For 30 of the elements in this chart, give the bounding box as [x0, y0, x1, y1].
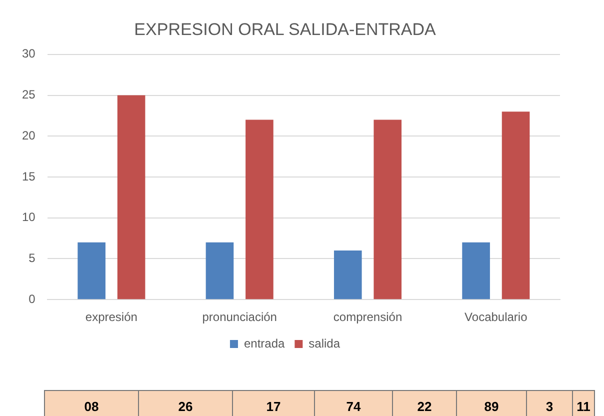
x-tick-label: pronunciación: [202, 310, 277, 324]
chart-title: EXPRESION ORAL SALIDA-ENTRADA: [134, 20, 436, 39]
bar: [462, 242, 490, 300]
bar: [206, 242, 234, 300]
x-tick-label: expresión: [85, 310, 138, 324]
y-tick-label: 25: [22, 88, 36, 102]
x-tick-label: comprensión: [333, 310, 402, 324]
bar: [117, 95, 146, 300]
text: 11: [573, 391, 595, 416]
x-tick-label: Vocabulario: [464, 310, 528, 324]
y-tick-label: 5: [28, 251, 36, 266]
text: 17: [233, 391, 315, 416]
text: 74: [315, 391, 393, 416]
text: 22: [393, 391, 457, 416]
y-tick-label: 30: [22, 46, 36, 61]
bar: [78, 242, 106, 300]
bar: [334, 250, 362, 300]
bar: [374, 120, 402, 300]
text: 26: [139, 391, 233, 416]
y-tick-label: 15: [22, 169, 36, 184]
y-tick-label: 0: [28, 292, 36, 306]
bar: [502, 112, 530, 300]
y-tick-label: 10: [22, 210, 36, 224]
bar: [246, 120, 274, 300]
legend-label: salida: [308, 336, 340, 350]
text: 08: [45, 391, 139, 416]
text: 89: [457, 391, 527, 416]
legend-label: entrada: [244, 336, 285, 350]
y-tick-label: 20: [22, 128, 36, 142]
text: 3: [527, 391, 573, 416]
